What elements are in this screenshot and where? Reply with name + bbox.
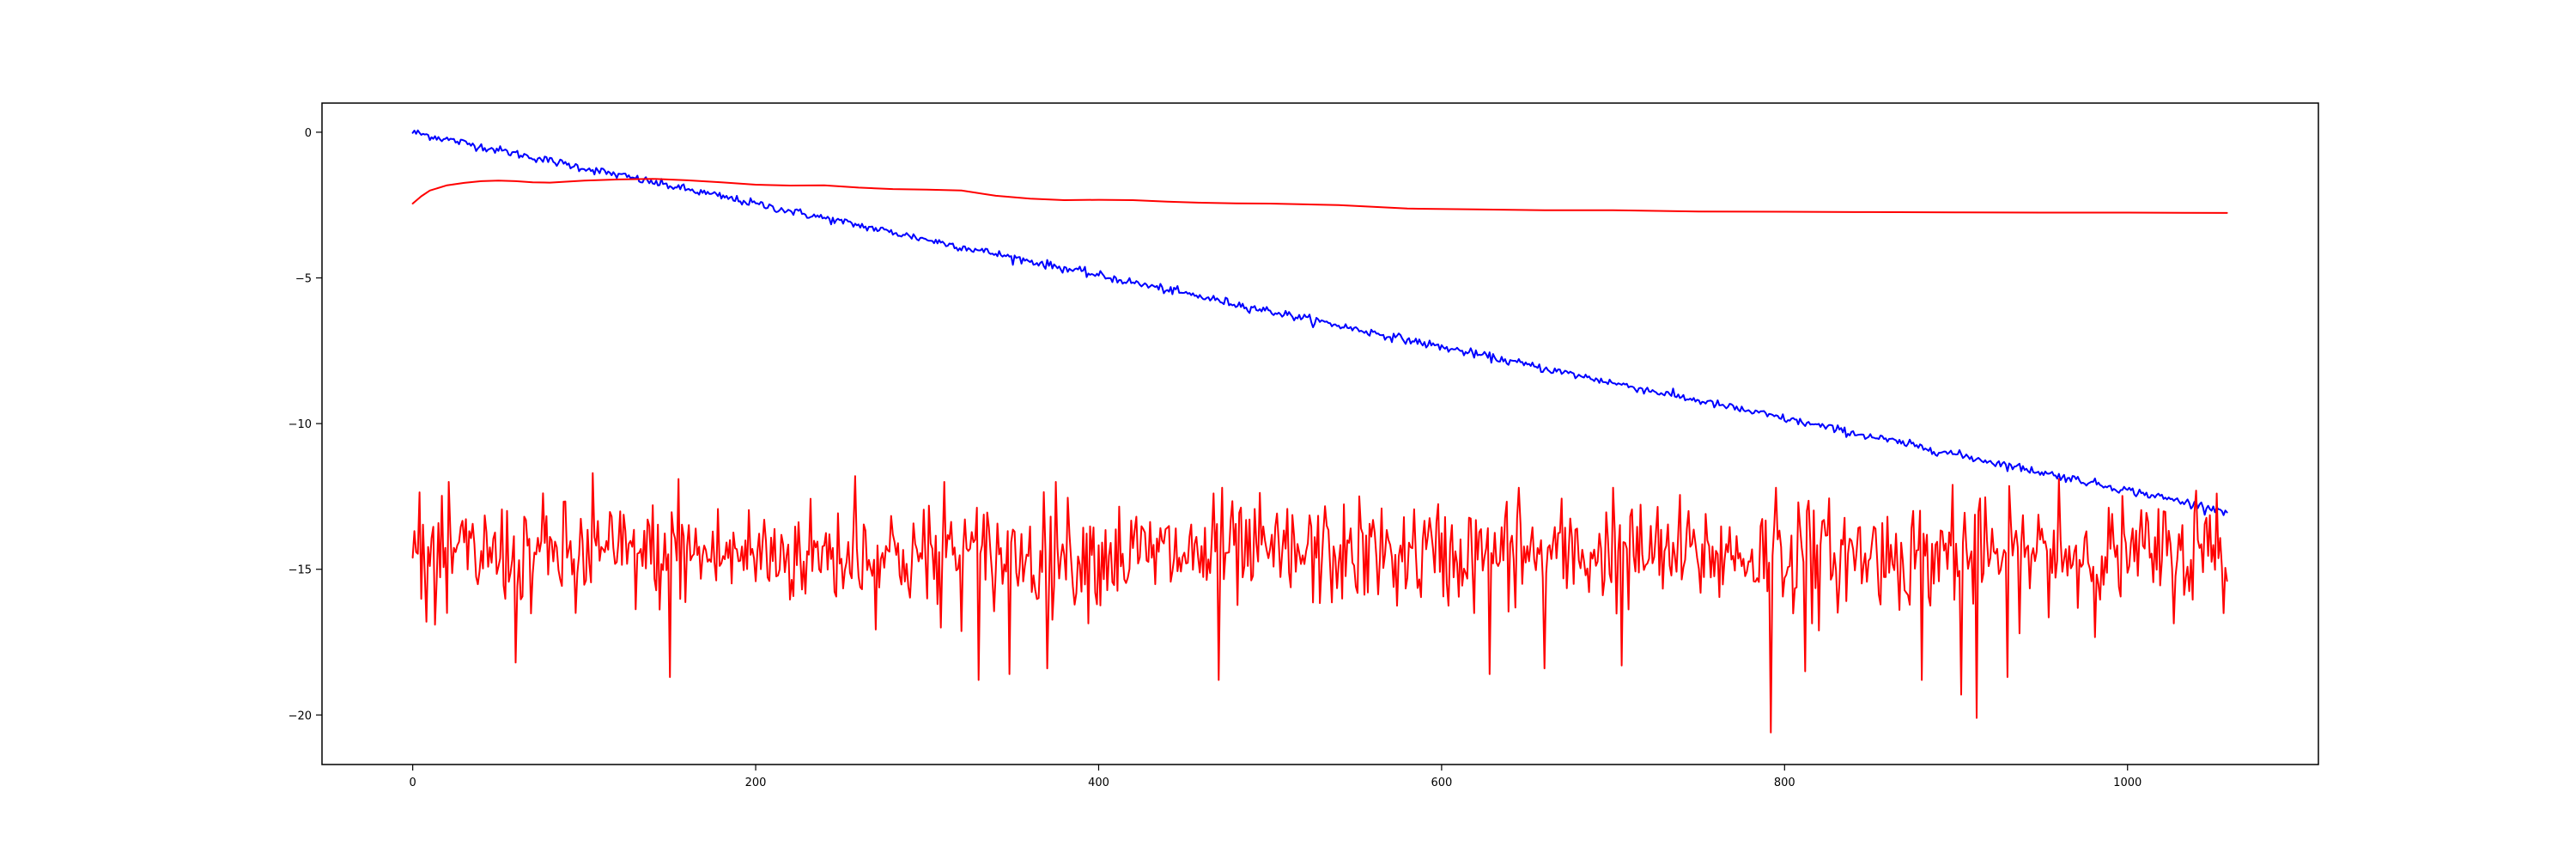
x-axis-ticks: 0 200 400 600 800 1000 — [410, 765, 2142, 789]
x-tick-label: 400 — [1088, 777, 1109, 789]
series-layer — [411, 129, 2228, 734]
x-tick-label: 200 — [745, 777, 767, 789]
series-line-3 — [411, 472, 2228, 734]
y-tick-label: −5 — [295, 273, 312, 286]
x-tick-label: 800 — [1774, 777, 1795, 789]
x-tick-label: 1000 — [2113, 777, 2142, 789]
x-tick-label: 0 — [410, 777, 416, 789]
series-line-1 — [411, 129, 2228, 516]
series-line-2 — [411, 178, 2228, 214]
plot-frame — [321, 102, 2319, 765]
y-tick-label: −10 — [289, 418, 312, 431]
y-tick-label: −20 — [289, 710, 312, 722]
x-tick-label: 600 — [1431, 777, 1452, 789]
y-axis-ticks: 0 −5 −10 −15 −20 — [289, 127, 322, 722]
y-tick-label: −15 — [289, 564, 312, 577]
y-tick-label: 0 — [305, 127, 312, 140]
